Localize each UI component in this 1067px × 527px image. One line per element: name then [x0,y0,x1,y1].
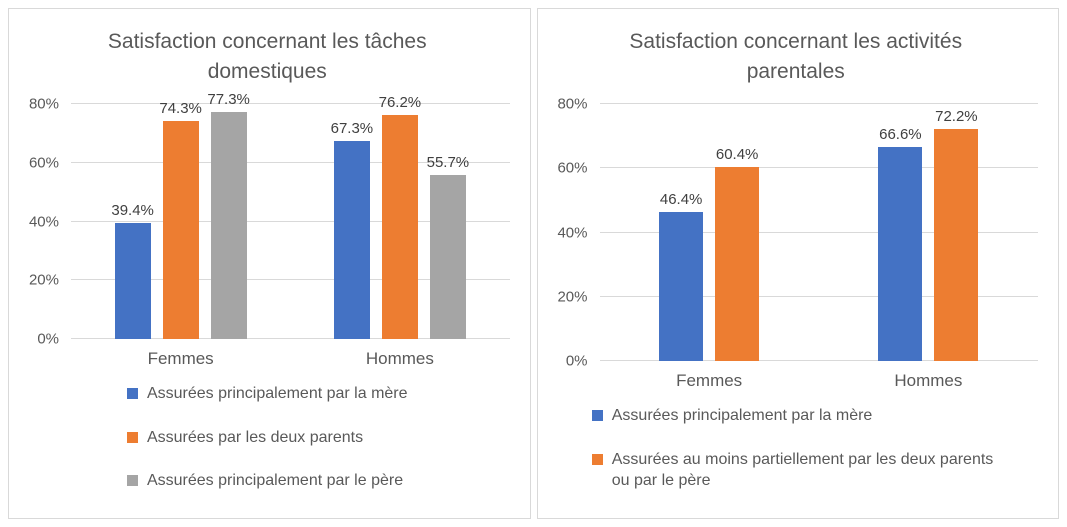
bar-cell: 66.6% [878,104,923,362]
bar [210,111,247,340]
bar [878,146,923,362]
chart-title-parental-activities: Satisfaction concernant les activités pa… [629,30,963,84]
bar-value-label: 72.2% [935,107,978,125]
y-axis-tick-label: 40% [28,213,59,231]
legend-item: Assurées principalement par la mère [126,383,408,405]
legend-label: Assurées principalement par la mère [611,407,873,425]
legend-swatch [591,453,603,465]
domestic-tasks-chart-panel: Satisfaction concernant les tâches domes… [8,8,531,519]
parental-activities-chart-panel: Satisfaction concernant les activités pa… [536,8,1059,519]
bar-cell: 39.4% [111,104,154,340]
bar-value-label: 77.3% [207,90,250,108]
legend: Assurées principalement par la mère Assur… [591,405,1000,492]
y-axis-tick-label: 0% [37,330,59,348]
bar-cell: 74.3% [159,100,202,340]
y-axis-tick-label: 40% [557,224,588,242]
bar-group-hommes: 66.6% 72.2% Hommes [878,104,979,390]
gridline [71,338,510,340]
y-axis: 0% 20% 40% 60% 80% [548,95,600,369]
bar [659,211,704,362]
legend-label: Assurées principalement par le père [146,472,404,490]
gridline [599,167,1038,169]
bar-value-label: 46.4% [659,190,703,208]
gridline [599,295,1038,297]
y-axis-tick-label: 20% [28,271,59,289]
bar-cell: 67.3% [331,104,373,340]
bar-cell: 60.4% [715,104,760,362]
bar-cell: 77.3% [207,91,250,340]
legend-item: Assurées par les deux parents [126,427,408,449]
bar-value-label: 74.3% [159,99,202,117]
bar-cell: 72.2% [934,104,979,362]
bar-group-femmes: 46.4% 60.4% Femmes [659,104,760,390]
gridline [71,220,510,222]
bar-value-label: 60.4% [715,145,759,163]
category-label: Femmes [147,349,214,369]
y-axis-tick-label: 60% [28,154,59,172]
bar-cell: 46.4% [659,104,704,362]
gridline [71,279,510,281]
bar-value-label: 55.7% [426,154,470,172]
legend-label: Assurées au moins partiellement par les … [611,450,994,490]
legend-swatch [126,388,138,400]
chart-area: 0% 20% 40% 60% 80% 39.4% 74.3% 77.3% Femmes 67.3… [19,91,516,368]
gridline [599,231,1038,233]
chart-area: 0% 20% 40% 60% 80% 46.4% 60.4% Femmes 66.6% 72.2… [548,95,1045,390]
y-axis-tick-label: 60% [557,159,588,177]
bar [162,120,199,340]
bar [715,166,760,362]
bar-cell: 55.7% [427,104,469,340]
bar-cell: 76.2% [379,94,421,340]
category-label: Hommes [894,371,963,391]
y-axis-tick-label: 80% [557,95,588,113]
chart-title-domestic-tasks: Satisfaction concernant les tâches domes… [107,30,427,84]
legend-label: Assurées par les deux parents [146,428,364,446]
y-axis-tick-label: 0% [565,352,588,370]
bar-value-label: 67.3% [330,120,374,138]
legend-swatch [126,431,138,443]
bar [381,115,418,340]
bar-value-label: 39.4% [111,202,154,220]
legend-item: Assurées principalement par la mère [591,405,1000,427]
bar [333,141,370,340]
bar-group-femmes: 39.4% 74.3% 77.3% Femmes [111,91,250,368]
legend-item: Assurées principalement par le père [126,470,408,492]
gridline [71,161,510,163]
legend-swatch [591,410,603,422]
category-label: Hommes [365,349,434,369]
bar-value-label: 76.2% [378,94,422,112]
bar-value-label: 66.6% [879,125,922,143]
legend: Assurées principalement par la mère Assur… [126,383,408,492]
legend-swatch [126,475,138,487]
legend-item: Assurées au moins partiellement par les … [591,449,1000,492]
gridline [599,102,1038,104]
plot-area: 39.4% 74.3% 77.3% Femmes 67.3% 76.2% 55.7% Homm… [71,91,510,368]
gridline [71,102,510,104]
y-axis-tick-label: 20% [557,288,588,306]
bar [114,223,151,340]
plot-area: 46.4% 60.4% Femmes 66.6% 72.2% Hommes [599,102,1038,390]
bar [429,175,466,340]
gridline [599,360,1038,362]
y-axis-tick-label: 80% [28,95,59,113]
y-axis: 0% 20% 40% 60% 80% [19,95,71,347]
bar [934,128,979,362]
legend-label: Assurées principalement par la mère [146,385,408,403]
bar-group-hommes: 67.3% 76.2% 55.7% Hommes [331,94,470,368]
category-label: Femmes [676,371,743,391]
